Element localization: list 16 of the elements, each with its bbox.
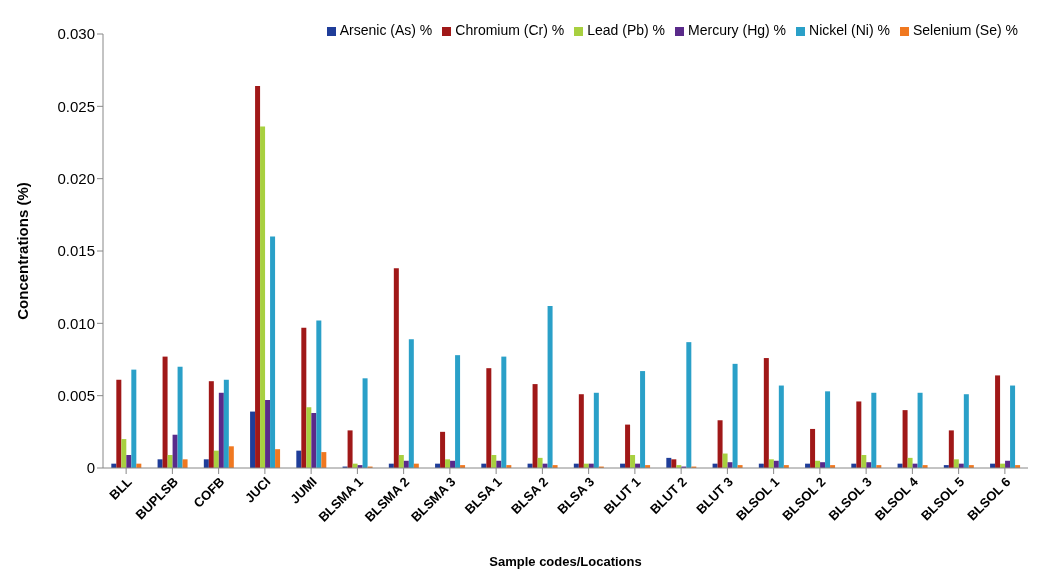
y-tick-label: 0.030 xyxy=(57,25,95,43)
y-tick-label: 0.010 xyxy=(57,314,95,332)
legend-label: Chromium (Cr) % xyxy=(455,22,565,38)
legend-label: Mercury (Hg) % xyxy=(688,22,787,38)
y-tick-label: 0 xyxy=(86,459,95,477)
legend-label: Arsenic (As) % xyxy=(339,22,433,38)
legend-label: Selenium (Se) % xyxy=(912,22,1018,38)
y-tick-label: 0.005 xyxy=(57,386,95,404)
y-tick-label: 0.025 xyxy=(57,97,95,115)
legend-label: Lead (Pb) % xyxy=(587,22,666,38)
y-tick-label: 0.020 xyxy=(57,169,95,187)
x-tick-label: BLL xyxy=(106,474,135,503)
legend-label: Nickel (Ni) % xyxy=(809,22,890,38)
y-axis-title: Concentrations (%) xyxy=(14,182,32,320)
y-tick-label: 0.015 xyxy=(57,242,95,260)
x-axis-title: Sample codes/Locations xyxy=(489,554,642,569)
